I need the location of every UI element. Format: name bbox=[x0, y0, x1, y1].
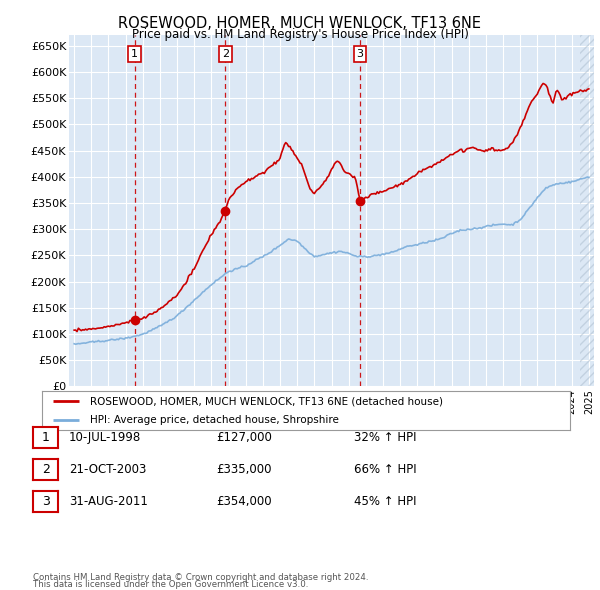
Text: HPI: Average price, detached house, Shropshire: HPI: Average price, detached house, Shro… bbox=[89, 415, 338, 425]
Text: 21-OCT-2003: 21-OCT-2003 bbox=[69, 463, 146, 476]
Text: 10-JUL-1998: 10-JUL-1998 bbox=[69, 431, 141, 444]
Text: 1: 1 bbox=[41, 431, 50, 444]
Text: £354,000: £354,000 bbox=[216, 495, 272, 508]
Text: 2: 2 bbox=[41, 463, 50, 476]
Text: This data is licensed under the Open Government Licence v3.0.: This data is licensed under the Open Gov… bbox=[33, 581, 308, 589]
Text: Contains HM Land Registry data © Crown copyright and database right 2024.: Contains HM Land Registry data © Crown c… bbox=[33, 573, 368, 582]
Text: ROSEWOOD, HOMER, MUCH WENLOCK, TF13 6NE (detached house): ROSEWOOD, HOMER, MUCH WENLOCK, TF13 6NE … bbox=[89, 396, 443, 407]
Bar bbox=[580, 30, 598, 386]
Text: 31-AUG-2011: 31-AUG-2011 bbox=[69, 495, 148, 508]
Text: £127,000: £127,000 bbox=[216, 431, 272, 444]
Text: 2: 2 bbox=[222, 49, 229, 59]
Text: 45% ↑ HPI: 45% ↑ HPI bbox=[354, 495, 416, 508]
Text: 66% ↑ HPI: 66% ↑ HPI bbox=[354, 463, 416, 476]
Text: ROSEWOOD, HOMER, MUCH WENLOCK, TF13 6NE: ROSEWOOD, HOMER, MUCH WENLOCK, TF13 6NE bbox=[119, 16, 482, 31]
Text: £335,000: £335,000 bbox=[216, 463, 271, 476]
Text: 32% ↑ HPI: 32% ↑ HPI bbox=[354, 431, 416, 444]
Text: 1: 1 bbox=[131, 49, 138, 59]
Text: 3: 3 bbox=[41, 495, 50, 508]
Text: 3: 3 bbox=[356, 49, 364, 59]
Text: Price paid vs. HM Land Registry's House Price Index (HPI): Price paid vs. HM Land Registry's House … bbox=[131, 28, 469, 41]
